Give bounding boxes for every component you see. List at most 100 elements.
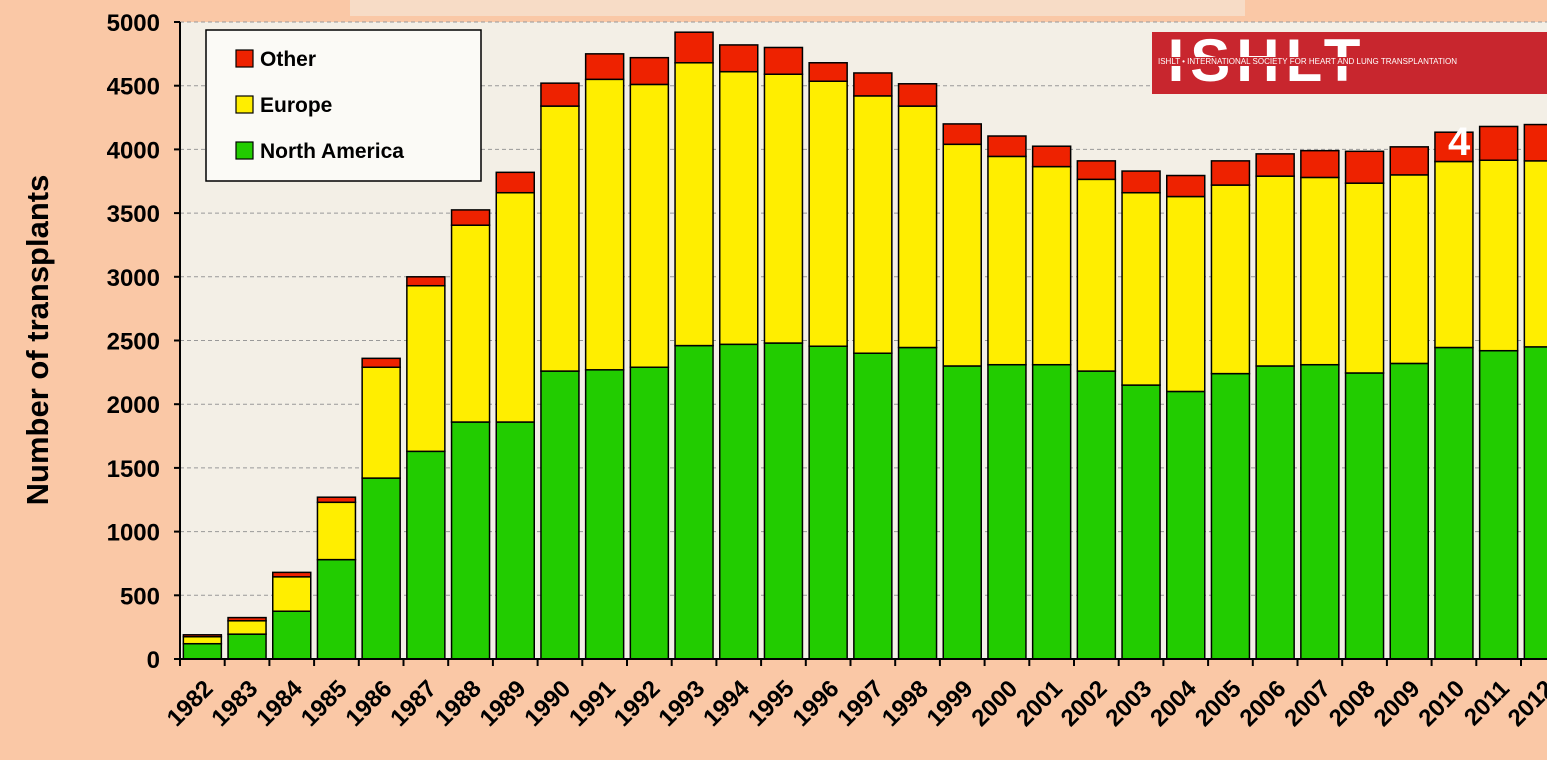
title-strip — [350, 0, 1245, 16]
x-tick-label: 1995 — [743, 675, 800, 732]
x-tick-label: 2004 — [1145, 675, 1202, 732]
legend-label-north-america: North America — [260, 140, 404, 163]
y-tick-label: 1000 — [107, 520, 160, 547]
x-tick-label: 2005 — [1190, 675, 1247, 732]
x-tick-label: 1985 — [296, 675, 353, 732]
bar-europe-2004 — [1166, 195, 1206, 393]
logo-tagline: ISHLT • INTERNATIONAL SOCIETY FOR HEART … — [1156, 57, 1460, 66]
bar-north-america-1982 — [182, 642, 223, 660]
bar-europe-1982 — [182, 635, 223, 645]
bar-other-2003 — [1121, 170, 1161, 194]
bar-other-2008 — [1344, 150, 1385, 184]
bar-europe-2001 — [1031, 165, 1072, 366]
bar-other-2011 — [1478, 125, 1519, 161]
slide-number: 4 — [1448, 120, 1471, 164]
bar-other-1985 — [316, 496, 357, 504]
bar-europe-1995 — [763, 73, 804, 344]
bar-other-1997 — [853, 72, 893, 97]
y-tick-label: 4500 — [107, 74, 160, 101]
x-tick-label: 2002 — [1056, 675, 1113, 732]
bar-europe-1992 — [629, 83, 670, 369]
legend-swatch-other — [235, 49, 254, 68]
x-tick-label: 1991 — [564, 675, 621, 732]
bar-europe-1996 — [808, 80, 848, 347]
x-tick-label: 1992 — [609, 675, 666, 732]
bar-north-america-2010 — [1434, 346, 1474, 660]
bar-north-america-2008 — [1344, 372, 1385, 660]
y-axis-title: Number of transplants — [20, 175, 55, 506]
bar-other-1986 — [361, 357, 401, 369]
bar-north-america-1988 — [450, 421, 491, 660]
bar-other-2012 — [1523, 123, 1547, 162]
bar-europe-2012 — [1523, 160, 1547, 348]
bar-north-america-1994 — [719, 343, 759, 660]
x-tick-label: 1983 — [206, 675, 263, 732]
legend-swatch-europe — [235, 95, 254, 114]
bar-north-america-1987 — [406, 450, 446, 660]
bar-north-america-1983 — [227, 633, 267, 660]
x-tick-label: 2011 — [1459, 675, 1515, 731]
x-tick-label: 2007 — [1279, 675, 1336, 732]
bar-europe-1999 — [942, 143, 982, 367]
x-tick-label: 1997 — [832, 675, 889, 732]
bar-other-2009 — [1389, 146, 1429, 176]
bar-other-1996 — [808, 62, 848, 82]
bar-other-1994 — [719, 44, 759, 73]
x-tick-label: 2000 — [966, 675, 1023, 732]
bar-europe-1988 — [450, 224, 491, 423]
bar-other-1998 — [897, 83, 938, 107]
x-tick-label: 1987 — [385, 675, 442, 732]
bar-north-america-1986 — [361, 477, 401, 660]
bar-north-america-2011 — [1478, 349, 1519, 660]
y-tick-label: 3000 — [107, 265, 160, 292]
x-tick-label: 1996 — [788, 675, 845, 732]
bar-north-america-1985 — [316, 558, 357, 660]
y-tick-label: 3500 — [107, 201, 160, 228]
bar-europe-2006 — [1255, 175, 1295, 367]
bar-north-america-1998 — [897, 346, 938, 660]
bar-europe-2011 — [1478, 159, 1519, 352]
bar-other-1988 — [450, 209, 491, 226]
x-tick-label: 1990 — [519, 675, 576, 732]
bar-europe-1991 — [584, 78, 625, 371]
x-tick-label: 1994 — [698, 675, 755, 732]
bar-europe-1997 — [853, 95, 893, 354]
x-tick-label: 2001 — [1011, 675, 1068, 732]
y-tick-label: 2500 — [107, 329, 160, 356]
bar-other-1990 — [540, 82, 580, 107]
bar-europe-2003 — [1121, 191, 1161, 386]
bar-other-2010 — [1434, 131, 1474, 163]
bar-europe-1989 — [495, 191, 535, 423]
bar-europe-2010 — [1434, 160, 1474, 349]
y-tick-label: 500 — [120, 583, 160, 610]
bar-other-1983 — [227, 616, 267, 622]
bar-north-america-2003 — [1121, 384, 1161, 660]
bar-europe-2007 — [1300, 176, 1340, 366]
x-tick-label: 1982 — [162, 675, 219, 732]
bar-other-2007 — [1300, 149, 1340, 179]
x-tick-label: 1986 — [341, 675, 398, 732]
bar-north-america-2012 — [1523, 346, 1547, 660]
bar-other-1984 — [272, 571, 312, 578]
bar-north-america-1995 — [763, 342, 804, 660]
y-tick-label: 2000 — [107, 392, 160, 419]
legend-label-other: Other — [260, 48, 316, 71]
bar-other-2005 — [1210, 160, 1251, 186]
bar-other-1987 — [406, 276, 446, 287]
bar-other-2001 — [1031, 145, 1072, 168]
bar-other-2000 — [987, 135, 1027, 158]
bar-europe-2009 — [1389, 174, 1429, 365]
y-tick-label: 1500 — [107, 456, 160, 483]
bar-europe-1998 — [897, 105, 938, 349]
bar-europe-1987 — [406, 284, 446, 453]
bar-europe-1993 — [674, 62, 714, 347]
bar-north-america-2006 — [1255, 365, 1295, 660]
bar-north-america-1989 — [495, 421, 535, 660]
bar-other-1995 — [763, 46, 804, 75]
bar-other-1982 — [182, 634, 223, 638]
bar-north-america-2001 — [1031, 363, 1072, 660]
bar-north-america-1993 — [674, 344, 714, 660]
bar-north-america-2000 — [987, 363, 1027, 660]
